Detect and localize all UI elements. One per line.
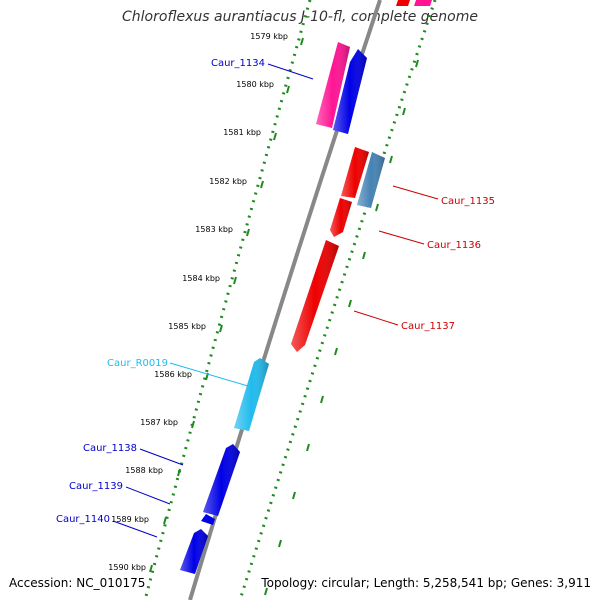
feature-label[interactable]: Caur_1135 xyxy=(441,196,495,207)
kbp-label: 1587 kbp xyxy=(140,418,178,427)
feature-arrow xyxy=(201,514,215,525)
outer-major-ticks xyxy=(264,59,419,596)
feature-label[interactable]: Caur_1139 xyxy=(69,481,123,492)
inner-major-ticks xyxy=(149,37,304,573)
feature-label[interactable]: Caur_1138 xyxy=(83,443,137,454)
outer-tick-ruler xyxy=(238,0,437,600)
feature-label[interactable]: Caur_1137 xyxy=(401,321,455,332)
feature-label[interactable]: Caur_1140 xyxy=(56,514,110,525)
feature-arrow xyxy=(357,152,385,208)
feature-arrow xyxy=(203,444,240,516)
feature-label[interactable]: Caur_R0019 xyxy=(107,358,168,369)
map-title: Chloroflexus aurantiacus J-10-fl, comple… xyxy=(122,9,478,25)
kbp-label: 1584 kbp xyxy=(182,274,220,283)
label-leader xyxy=(139,448,184,466)
kbp-label: 1589 kbp xyxy=(111,515,149,524)
label-leader xyxy=(112,520,158,538)
feature-arrow-partial xyxy=(414,0,432,6)
kbp-label: 1580 kbp xyxy=(236,80,274,89)
feature-label[interactable]: Caur_1136 xyxy=(427,240,481,251)
feature-arrow xyxy=(341,147,369,198)
label-leader xyxy=(125,486,171,505)
feature-arrow xyxy=(234,358,269,431)
feature-arrow xyxy=(316,42,350,128)
kbp-label: 1579 kbp xyxy=(250,32,288,41)
kbp-label: 1585 kbp xyxy=(168,322,206,331)
kbp-label: 1582 kbp xyxy=(209,177,247,186)
feature-arrow xyxy=(180,529,208,574)
feature-label[interactable]: Caur_1134 xyxy=(211,58,265,69)
feature-arrow-partial xyxy=(396,0,410,6)
label-leader xyxy=(267,63,314,80)
label-leader xyxy=(169,362,249,387)
label-leader xyxy=(353,310,399,326)
label-leader xyxy=(392,185,439,200)
inner-tick-ruler xyxy=(143,0,312,600)
feature-arrow xyxy=(333,49,367,134)
kbp-label: 1583 kbp xyxy=(195,225,233,234)
accession-text: Accession: NC_010175 xyxy=(9,576,146,590)
feature-arrow xyxy=(291,240,339,352)
kbp-label: 1586 kbp xyxy=(154,370,192,379)
label-leader xyxy=(378,230,425,245)
feature-arrow xyxy=(330,198,352,237)
kbp-label: 1588 kbp xyxy=(125,466,163,475)
kbp-label: 1581 kbp xyxy=(223,128,261,137)
genome-summary-text: Topology: circular; Length: 5,258,541 bp… xyxy=(261,576,591,590)
kbp-label: 1590 kbp xyxy=(108,563,146,572)
